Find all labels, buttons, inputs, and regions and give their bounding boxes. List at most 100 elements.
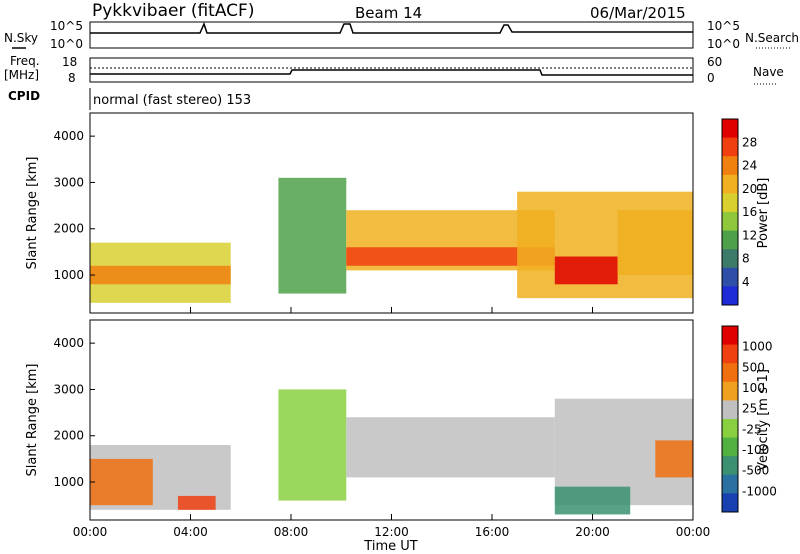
vel-region-1 (90, 458, 153, 506)
power-panel: Slant Range [km] 1000 2000 3000 4000 28 24 20… (25, 112, 771, 314)
nsky-label: N.Sky (4, 31, 38, 45)
colorbar-swatch (722, 286, 738, 306)
y-tick-label: 4000 (53, 129, 84, 143)
vel-region-3 (278, 389, 347, 501)
time-axis-ticks: 00:00 04:00 08:00 12:00 16:00 20:00 00:00 (73, 307, 711, 539)
colorbar-tick-label: -100 (742, 443, 769, 457)
x-tick-label: 00:00 (73, 525, 108, 539)
freq-trace (90, 69, 693, 76)
noise-tick-high-right: 10^5 (707, 19, 740, 33)
colorbar-swatch (722, 363, 738, 383)
freq-tick-high: 18 (62, 55, 77, 69)
noise-tick-low-right: 10^0 (707, 37, 740, 51)
cpid-text: normal (fast stereo) 153 (93, 93, 251, 108)
freq-unit: [MHz] (4, 68, 39, 82)
nave-tick-high: 60 (707, 55, 722, 69)
colorbar-tick-label: 25 (742, 402, 757, 416)
nsearch-label: N.Search (745, 31, 799, 45)
colorbar-tick-label: 1000 (742, 340, 773, 354)
nave-label: Nave (753, 65, 784, 79)
power-heatmap-cells (90, 177, 693, 303)
cpid-label: CPID (8, 89, 40, 103)
time-axis-label: Time UT (363, 539, 417, 554)
y-tick-label: 1000 (53, 268, 84, 282)
velocity-colorbar: 1000 500 100 25 -25 -100 -500 -1000 (721, 325, 777, 513)
power-y-ticks: 1000 2000 3000 4000 (53, 129, 95, 282)
colorbar-tick-label: 4 (742, 275, 750, 289)
colorbar-swatch (722, 212, 738, 232)
colorbar-swatch (722, 474, 738, 494)
x-tick-label: 00:00 (676, 525, 711, 539)
date-title: 06/Mar/2015 (590, 4, 686, 22)
colorbar-swatch (722, 381, 738, 401)
power-ylabel: Slant Range [km] (25, 157, 40, 270)
velocity-y-ticks: 1000 2000 3000 4000 (53, 336, 95, 489)
power-colorbar: 28 24 20 16 12 8 4 (721, 118, 757, 306)
colorbar-tick-label: 500 (742, 360, 765, 374)
vel-region-7 (655, 440, 693, 478)
colorbar-swatch (722, 249, 738, 269)
velocity-panel: Slant Range [km] 1000 2000 3000 4000 1000 50… (25, 319, 777, 521)
colorbar-swatch (722, 156, 738, 176)
x-tick-label: 12:00 (374, 525, 409, 539)
power-region-1 (90, 265, 231, 285)
colorbar-tick-label: -25 (742, 422, 762, 436)
x-tick-label: 20:00 (575, 525, 610, 539)
colorbar-swatch (722, 174, 738, 194)
power-region-6 (554, 256, 618, 285)
colorbar-swatch (722, 419, 738, 439)
colorbar-swatch (722, 326, 738, 346)
nave-tick-low: 0 (707, 71, 715, 85)
y-tick-label: 3000 (53, 175, 84, 189)
colorbar-tick-label: 20 (742, 182, 757, 196)
vel-region-2 (177, 495, 216, 510)
y-tick-label: 4000 (53, 336, 84, 350)
vel-region-6 (554, 486, 631, 515)
power-colorbar-label: Power [dB] (756, 178, 771, 249)
colorbar-swatch (722, 344, 738, 364)
nsky-trace (90, 21, 693, 34)
station-title: Pykkvibaer (fitACF) (92, 1, 254, 21)
vel-region-4 (346, 417, 555, 478)
y-tick-label: 2000 (53, 429, 84, 443)
velocity-ylabel: Slant Range [km] (25, 364, 40, 477)
colorbar-tick-label: 12 (742, 228, 757, 242)
colorbar-swatch (722, 230, 738, 250)
velocity-heatmap-cells (90, 389, 693, 515)
noise-tick-low-left: 10^0 (50, 37, 83, 51)
colorbar-swatch (722, 400, 738, 420)
colorbar-swatch (722, 137, 738, 157)
colorbar-tick-label: -1000 (742, 484, 777, 498)
power-region-2 (278, 177, 347, 294)
beam-title: Beam 14 (355, 4, 422, 22)
freq-panel: Freq. [MHz] 18 8 60 0 Nave (4, 54, 784, 85)
x-tick-label: 04:00 (173, 525, 208, 539)
colorbar-tick-label: -500 (742, 464, 769, 478)
colorbar-swatch (722, 493, 738, 513)
colorbar-swatch (722, 456, 738, 476)
colorbar-tick-label: 24 (742, 159, 757, 173)
colorbar-tick-label: 8 (742, 252, 750, 266)
colorbar-frame (721, 118, 739, 306)
colorbar-swatch (722, 193, 738, 213)
velocity-colorbar-label: Velocity [m s-1] (756, 369, 771, 471)
y-tick-label: 3000 (53, 382, 84, 396)
colorbar-swatch (722, 437, 738, 457)
noise-panel: N.Sky 10^5 10^0 10^5 10^0 N.Search (4, 19, 799, 51)
x-tick-label: 08:00 (274, 525, 309, 539)
colorbar-tick-label: 28 (742, 135, 757, 149)
power-region-4 (346, 247, 555, 266)
colorbar-tick-label: 100 (742, 381, 765, 395)
freq-tick-low: 8 (68, 71, 76, 85)
colorbar-swatch (722, 267, 738, 287)
noise-tick-high-left: 10^5 (50, 19, 83, 33)
y-tick-label: 1000 (53, 475, 84, 489)
colorbar-frame (721, 325, 739, 513)
colorbar-tick-label: 16 (742, 205, 757, 219)
freq-label: Freq. (10, 54, 40, 68)
colorbar-swatch (722, 119, 738, 139)
x-tick-label: 16:00 (475, 525, 510, 539)
y-tick-label: 2000 (53, 222, 84, 236)
power-region-7 (617, 210, 693, 276)
